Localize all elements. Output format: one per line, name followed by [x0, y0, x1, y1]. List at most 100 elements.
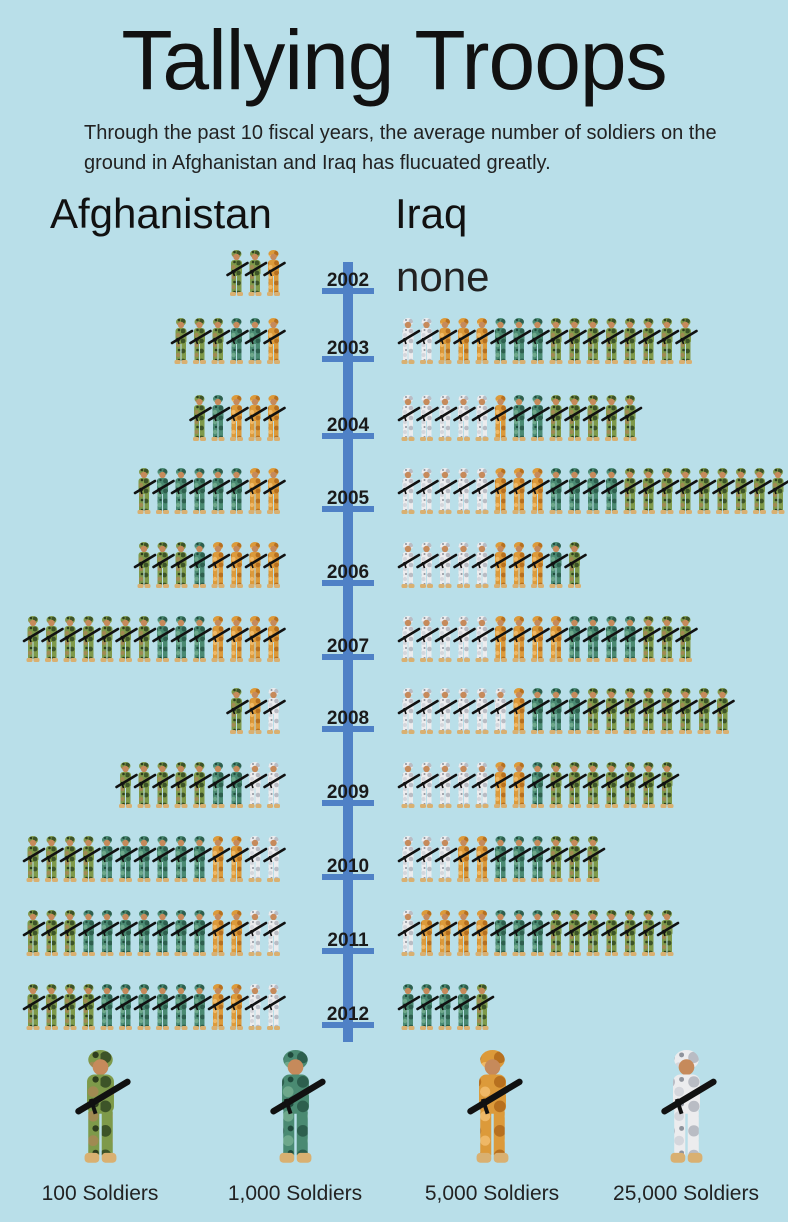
afghanistan-2012-desert-soldier-icon [226, 982, 249, 1032]
afghanistan-2006-green-soldier-icon [189, 540, 212, 590]
iraq-2008-woodland-soldier-icon [601, 686, 624, 736]
iraq-2007-desert-soldier-icon [527, 614, 550, 664]
afghanistan-2012-woodland-soldier-icon [41, 982, 64, 1032]
year-label-2008: 2008 [327, 708, 369, 729]
iraq-2011-white-soldier-icon [397, 908, 421, 958]
iraq-2007-woodland-soldier-icon [675, 614, 698, 664]
afghanistan-2003-green-soldier-icon [244, 316, 268, 366]
iraq-2003-desert-soldier-icon [471, 316, 495, 366]
afghanistan-2007-woodland-soldier-icon [115, 614, 138, 664]
afghanistan-2007-woodland-soldier-icon [78, 614, 101, 664]
afghanistan-2006-desert-soldier-icon [207, 540, 231, 590]
iraq-2005-woodland-soldier-icon [712, 466, 735, 516]
afghanistan-2007-woodland-soldier-icon [22, 614, 46, 664]
iraq-2007-white-soldier-icon [416, 614, 439, 664]
iraq-2008-white-soldier-icon [416, 686, 439, 736]
iraq-2007-woodland-soldier-icon [656, 614, 680, 664]
afghanistan-2011-white-soldier-icon [263, 908, 286, 958]
iraq-2011-green-soldier-icon [527, 908, 550, 958]
iraq-2006-white-soldier-icon [434, 540, 458, 590]
iraq-2005-white-soldier-icon [434, 466, 458, 516]
iraq-2007-green-soldier-icon [582, 614, 606, 664]
iraq-2005-woodland-soldier-icon [749, 466, 772, 516]
iraq-2012-green-soldier-icon [397, 982, 421, 1032]
iraq-2004-green-soldier-icon [527, 393, 550, 443]
iraq-2005-woodland-soldier-icon [656, 466, 680, 516]
iraq-2004-white-soldier-icon [416, 393, 439, 443]
iraq-2011-green-soldier-icon [490, 908, 513, 958]
afghanistan-2011-green-soldier-icon [133, 908, 157, 958]
legend-green-soldier-icon [273, 1050, 322, 1163]
afghanistan-2009-woodland-soldier-icon [115, 760, 138, 810]
afghanistan-2011-white-soldier-icon [244, 908, 268, 958]
iraq-2005-green-soldier-icon [582, 466, 606, 516]
iraq-2005-woodland-soldier-icon [675, 466, 698, 516]
iraq-2009-woodland-soldier-icon [545, 760, 569, 810]
timeline-axis: 2002 2003 2004 2005 2006 2007 2008 2009 2010 2011… [322, 262, 374, 1042]
iraq-2010-white-soldier-icon [434, 834, 458, 884]
afghanistan-2002-woodland-soldier-icon [226, 248, 249, 298]
iraq-2003-green-soldier-icon [527, 316, 550, 366]
afghanistan-2003-woodland-soldier-icon [207, 316, 231, 366]
iraq-2010-white-soldier-icon [397, 834, 421, 884]
iraq-2005-woodland-soldier-icon [638, 466, 661, 516]
iraq-2009-woodland-soldier-icon [656, 760, 680, 810]
afghanistan-2010-green-soldier-icon [152, 834, 175, 884]
iraq-2008-woodland-soldier-icon [638, 686, 661, 736]
iraq-2006-woodland-soldier-icon [564, 540, 587, 590]
afghanistan-2012-desert-soldier-icon [207, 982, 231, 1032]
iraq-2008-green-soldier-icon [545, 686, 569, 736]
iraq-2006-white-soldier-icon [471, 540, 495, 590]
timeline-tick-2008 [322, 726, 374, 732]
iraq-2008-white-soldier-icon [471, 686, 495, 736]
afghanistan-2004-woodland-soldier-icon [189, 393, 212, 443]
iraq-2005-white-soldier-icon [416, 466, 439, 516]
legend-label-woodland: 100 Soldiers [41, 1182, 159, 1205]
iraq-2009-white-soldier-icon [434, 760, 458, 810]
afghanistan-2012-woodland-soldier-icon [22, 982, 46, 1032]
afghanistan-2005-green-soldier-icon [152, 466, 175, 516]
iraq-2005-green-soldier-icon [564, 466, 587, 516]
iraq-2008-woodland-soldier-icon [582, 686, 606, 736]
year-label-2003: 2003 [327, 338, 369, 359]
legend-white-soldier-icon [664, 1050, 713, 1163]
timeline-tick-2004 [322, 433, 374, 439]
iraq-2008-white-soldier-icon [397, 686, 421, 736]
afghanistan-2005-green-soldier-icon [226, 466, 249, 516]
iraq-2003-woodland-soldier-icon [582, 316, 606, 366]
afghanistan-2010-green-soldier-icon [170, 834, 194, 884]
iraq-2005-woodland-soldier-icon [619, 466, 643, 516]
iraq-2005-desert-soldier-icon [508, 466, 532, 516]
column-heading-afghanistan: Afghanistan [50, 190, 272, 237]
afghanistan-2012-woodland-soldier-icon [78, 982, 101, 1032]
afghanistan-2012-green-soldier-icon [115, 982, 138, 1032]
iraq-2010-green-soldier-icon [508, 834, 532, 884]
iraq-2007-desert-soldier-icon [490, 614, 513, 664]
legend-label-green: 1,000 Soldiers [227, 1182, 363, 1205]
afghanistan-2007-woodland-soldier-icon [41, 614, 64, 664]
timeline-tick-2006 [322, 580, 374, 586]
iraq-2008-green-soldier-icon [564, 686, 587, 736]
afghanistan-2005-green-soldier-icon [207, 466, 231, 516]
iraq-2005-woodland-soldier-icon [730, 466, 754, 516]
legend-label-desert: 5,000 Soldiers [424, 1182, 560, 1205]
iraq-2004-white-soldier-icon [397, 393, 421, 443]
iraq-2010-woodland-soldier-icon [582, 834, 606, 884]
afghanistan-2007-desert-soldier-icon [207, 614, 231, 664]
iraq-2006-desert-soldier-icon [490, 540, 513, 590]
iraq-2004-desert-soldier-icon [490, 393, 513, 443]
column-heading-iraq: Iraq [395, 190, 468, 237]
afghanistan-2011-woodland-soldier-icon [22, 908, 46, 958]
iraq-2008-white-soldier-icon [453, 686, 476, 736]
iraq-2003-desert-soldier-icon [434, 316, 458, 366]
afghanistan-2010-woodland-soldier-icon [22, 834, 46, 884]
year-label-2012: 2012 [327, 1004, 369, 1025]
iraq-2006-green-soldier-icon [545, 540, 569, 590]
iraq-2008-white-soldier-icon [490, 686, 513, 736]
legend-label-white: 25,000 Soldiers [613, 1182, 759, 1205]
iraq-2009-desert-soldier-icon [508, 760, 532, 810]
iraq-2007-woodland-soldier-icon [638, 614, 661, 664]
iraq-2003-woodland-soldier-icon [601, 316, 624, 366]
iraq-2007-green-soldier-icon [564, 614, 587, 664]
